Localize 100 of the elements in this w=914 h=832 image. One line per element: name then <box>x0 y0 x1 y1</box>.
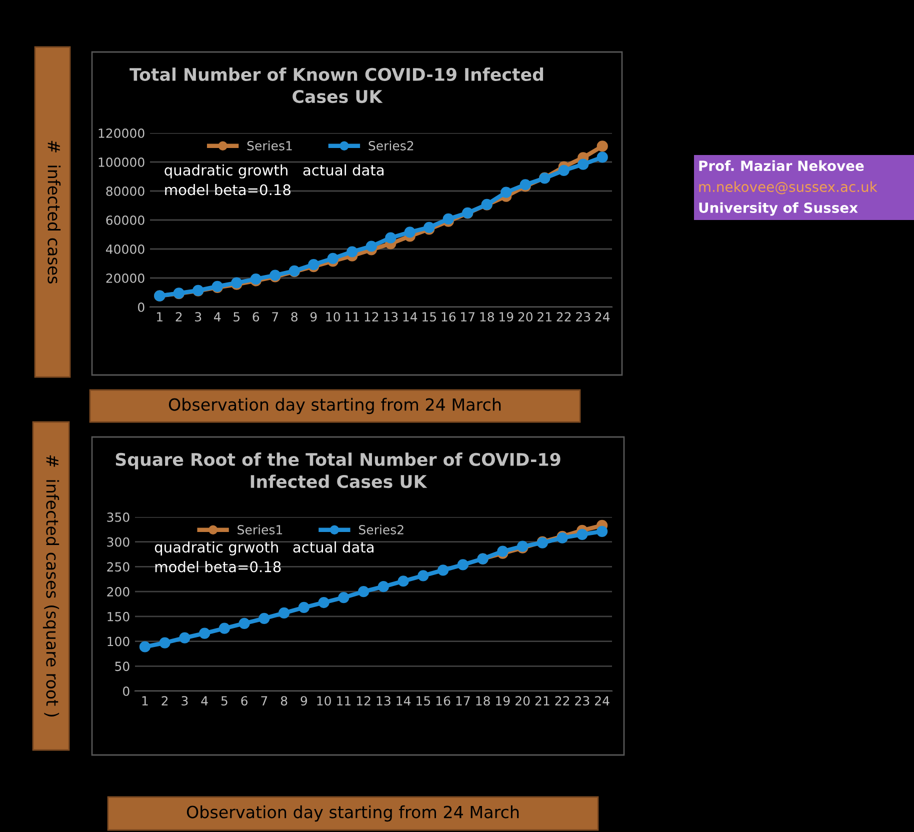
x-tick-label: 10 <box>326 312 340 322</box>
y-tick-label: 120000 <box>98 128 144 138</box>
point <box>385 232 396 244</box>
x-axis-title: Observation day starting from 24 March <box>186 805 519 822</box>
x-tick-label: 15 <box>416 696 430 706</box>
x-tick-label: 20 <box>518 312 532 322</box>
x-tick-label: 20 <box>516 696 530 706</box>
point <box>199 628 210 639</box>
x-tick-label: 13 <box>376 696 390 706</box>
x-tick-label: 1 <box>142 696 148 706</box>
point <box>500 186 512 198</box>
point <box>179 632 190 644</box>
point <box>346 246 358 258</box>
x-tick-label: 12 <box>364 312 378 322</box>
x-tick-label: 8 <box>280 696 288 706</box>
x-tick-label: 9 <box>310 312 317 322</box>
x-tick-label: 9 <box>300 696 308 706</box>
x-tick-label: 8 <box>291 312 298 322</box>
chart-title: Total Number of Known COVID-19 Infected Cases UK <box>130 68 544 104</box>
annotation: quadratic growth model beta=0.18 <box>164 164 290 196</box>
point <box>418 570 429 582</box>
x-tick-label: 23 <box>575 696 590 706</box>
x-tick-label: 3 <box>195 312 202 322</box>
annotation: actual data <box>303 164 384 176</box>
x-tick-label: 11 <box>346 312 359 322</box>
x-tick-label: 21 <box>538 312 552 322</box>
x-tick-label: 7 <box>272 312 278 322</box>
x-tick-label: 21 <box>535 696 550 706</box>
y-tick-label: 150 <box>108 612 130 622</box>
point <box>218 622 230 634</box>
x-tick-label: 3 <box>182 696 188 706</box>
point <box>298 602 310 614</box>
point <box>278 607 290 619</box>
x-tick-label: 14 <box>403 312 418 322</box>
y-tick-label: 50 <box>115 662 130 672</box>
legend-label: Series1 <box>238 524 282 534</box>
y-tick-label: 250 <box>107 562 130 572</box>
y-tick-label: 0 <box>123 686 130 696</box>
x-tick-label: 13 <box>384 312 398 322</box>
x-tick-label: 12 <box>356 696 370 706</box>
point <box>258 612 270 624</box>
x-tick-label: 2 <box>176 312 182 322</box>
point <box>238 618 250 629</box>
point <box>596 140 608 152</box>
x-axis-title: Observation day starting from 24 March <box>168 398 501 414</box>
x-tick-label: 4 <box>214 312 221 322</box>
y-tick-label: 0 <box>138 302 144 312</box>
y-axis-title: # infected cases (square root ) <box>42 455 60 716</box>
point <box>578 158 589 170</box>
x-tick-label: 18 <box>476 696 490 706</box>
y-tick-label: 20000 <box>106 273 144 283</box>
point <box>398 576 409 587</box>
x-tick-label: 6 <box>241 696 248 706</box>
text: University of Sussex <box>699 202 858 216</box>
x-tick-label: 22 <box>556 312 571 322</box>
y-tick-label: 80000 <box>106 186 144 196</box>
legend-label: Series2 <box>359 524 404 534</box>
y-tick-label: 100000 <box>98 157 144 167</box>
x-tick-label: 19 <box>500 312 514 322</box>
y-tick-label: 200 <box>107 587 130 596</box>
x-tick-label: 24 <box>595 696 610 706</box>
y-tick-label: 100 <box>108 636 130 646</box>
x-tick-label: 2 <box>162 696 168 706</box>
point <box>596 152 608 163</box>
x-tick-label: 5 <box>234 312 240 322</box>
point <box>358 586 370 598</box>
x-tick-label: 18 <box>480 312 494 322</box>
legend-label: Series2 <box>368 140 414 150</box>
chart-title: Square Root of the Total Number of COVID-19 Infected Cases UK <box>116 452 560 488</box>
x-tick-label: 6 <box>252 312 260 322</box>
annotation: quadratic grwoth model beta=0.18 <box>154 541 281 572</box>
point <box>318 596 330 608</box>
point <box>576 528 588 540</box>
x-tick-label: 23 <box>576 312 590 322</box>
x-tick-label: 24 <box>595 312 610 322</box>
point <box>596 526 608 537</box>
point <box>327 252 338 264</box>
point <box>442 213 454 225</box>
point <box>558 164 570 176</box>
legend-label: Series1 <box>247 140 292 150</box>
x-tick-label: 15 <box>422 312 436 322</box>
y-axis-title: # infected cases <box>48 140 61 284</box>
x-tick-label: 16 <box>442 312 456 322</box>
text: m.nekovee@sussex.ac.uk <box>699 181 878 194</box>
x-tick-label: 17 <box>456 696 470 706</box>
y-tick-label: 60000 <box>106 215 144 225</box>
point <box>438 564 449 576</box>
y-tick-label: 40000 <box>106 244 144 254</box>
y-tick-label: 300 <box>107 537 130 547</box>
point <box>338 592 350 604</box>
x-tick-label: 16 <box>436 696 450 706</box>
point <box>404 226 416 238</box>
x-tick-label: 1 <box>157 312 162 322</box>
x-tick-label: 22 <box>555 696 570 706</box>
x-tick-label: 17 <box>461 312 475 322</box>
x-tick-label: 4 <box>201 696 208 706</box>
x-tick-label: 11 <box>337 696 350 706</box>
text: Prof. Maziar Nekovee <box>699 160 864 172</box>
point <box>139 641 150 652</box>
x-tick-label: 19 <box>496 696 510 706</box>
